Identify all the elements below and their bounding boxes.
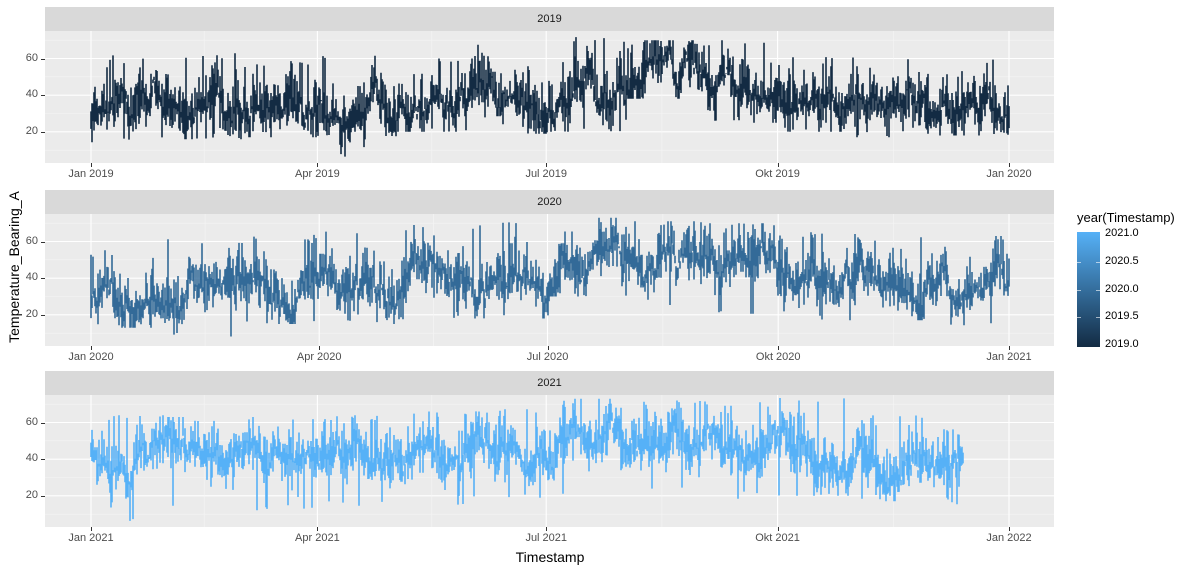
- x-tick-label: Jan 2022: [986, 532, 1032, 544]
- x-tick-label: Jul 2021: [525, 532, 568, 544]
- y-tick-label: 60: [25, 234, 38, 247]
- x-tick-mark: [317, 163, 319, 167]
- plot-panel-2020: [45, 214, 1054, 346]
- legend-title: year(Timestamp): [1077, 210, 1175, 225]
- x-tick-mark: [317, 527, 319, 531]
- x-tick-mark: [91, 163, 92, 167]
- y-tick-mark: [41, 278, 45, 280]
- y-tick-label: 40: [25, 271, 38, 284]
- x-tick-label: Apr 2019: [295, 168, 340, 180]
- x-tick-label: Jan 2020: [68, 351, 114, 363]
- plot-panel-2021: [45, 395, 1054, 527]
- x-tick-mark: [546, 527, 548, 531]
- legend-tick-mark: [1096, 317, 1100, 319]
- y-axis-label: Temperature_Bearing_A: [6, 191, 22, 343]
- y-tick-label: 20: [25, 124, 38, 137]
- x-tick-mark: [1009, 346, 1010, 350]
- x-axis-label: Timestamp: [515, 549, 585, 565]
- scatter-points: [45, 395, 1054, 527]
- legend-tick-mark: [1096, 261, 1100, 263]
- legend-tick-mark: [1077, 261, 1081, 263]
- x-tick-mark: [1009, 163, 1010, 167]
- legend-tick-mark: [1077, 289, 1081, 291]
- y-tick-mark: [41, 58, 45, 60]
- legend-tick-label: 2020.5: [1105, 254, 1139, 267]
- x-tick-mark: [319, 346, 321, 350]
- y-tick-mark: [41, 495, 45, 497]
- x-tick-mark: [546, 163, 548, 167]
- y-tick-mark: [41, 422, 45, 424]
- legend-tick-label: 2021.0: [1105, 227, 1139, 239]
- y-tick-label: 40: [25, 452, 38, 465]
- scatter-points: [45, 31, 1054, 163]
- x-tick-mark: [777, 163, 779, 167]
- y-tick-label: 20: [25, 488, 38, 501]
- y-tick-mark: [41, 95, 45, 97]
- facet-strip-2019: 2019: [45, 7, 1054, 31]
- legend-tick-mark: [1077, 317, 1081, 319]
- facet-strip-2020: 2020: [45, 190, 1054, 214]
- legend-tick-mark: [1096, 289, 1100, 291]
- facet-strip-2021: 2021: [45, 371, 1054, 395]
- y-tick-mark: [41, 241, 45, 243]
- y-tick-label: 40: [25, 88, 38, 101]
- y-tick-mark: [41, 459, 45, 461]
- x-tick-label: Apr 2021: [295, 532, 340, 544]
- y-tick-mark: [41, 131, 45, 133]
- x-tick-mark: [778, 346, 780, 350]
- legend-colorbar: [1077, 232, 1100, 347]
- y-tick-label: 60: [25, 51, 38, 64]
- legend-tick-label: 2019.5: [1105, 310, 1139, 323]
- legend-tick-label: 2020.0: [1105, 282, 1139, 295]
- x-tick-label: Okt 2021: [755, 532, 800, 544]
- x-tick-mark: [777, 527, 779, 531]
- y-tick-label: 60: [25, 415, 38, 428]
- x-tick-label: Okt 2019: [755, 168, 800, 180]
- x-tick-mark: [91, 527, 92, 531]
- facet-label: 2020: [537, 196, 562, 208]
- x-tick-label: Jul 2020: [526, 351, 569, 363]
- y-tick-label: 20: [25, 307, 38, 320]
- x-tick-label: Jan 2021: [68, 532, 114, 544]
- x-tick-mark: [547, 346, 549, 350]
- facet-label: 2021: [537, 377, 562, 389]
- x-tick-label: Okt 2020: [755, 351, 801, 363]
- x-tick-mark: [91, 346, 92, 350]
- legend-tick-label: 2019.0: [1105, 338, 1139, 350]
- plot-panel-2019: [45, 31, 1054, 163]
- x-tick-label: Apr 2020: [296, 351, 342, 363]
- facet-label: 2019: [537, 13, 562, 25]
- scatter-points: [45, 214, 1054, 346]
- x-tick-label: Jan 2021: [986, 351, 1032, 363]
- x-tick-label: Jan 2019: [68, 168, 114, 180]
- x-tick-mark: [1009, 527, 1010, 531]
- x-tick-label: Jul 2019: [525, 168, 568, 180]
- y-tick-mark: [41, 314, 45, 316]
- x-tick-label: Jan 2020: [986, 168, 1032, 180]
